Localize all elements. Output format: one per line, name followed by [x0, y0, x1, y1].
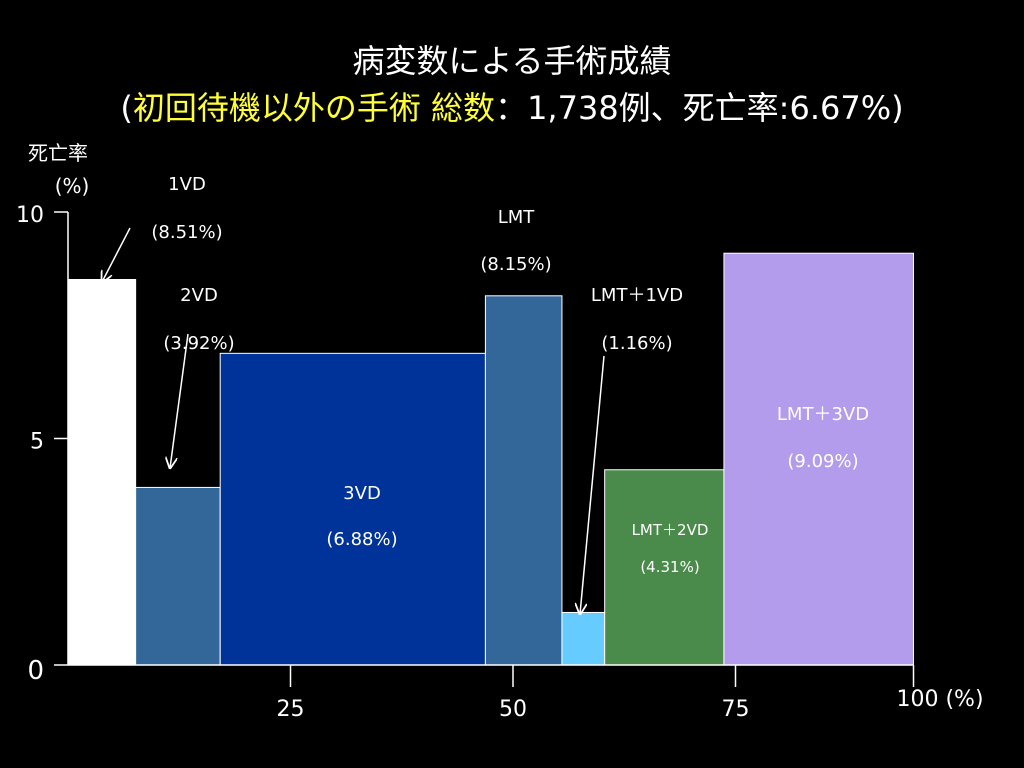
bar-1vd — [67, 278, 137, 666]
bar-label-lmt-value: (8.15%) — [480, 254, 551, 275]
bar-lmt — [484, 295, 563, 666]
y-axis-label: 死亡率 — [28, 141, 88, 165]
bar-lmt-3vd — [723, 252, 914, 666]
bar-label-lmt-1vd: LMT＋1VD — [591, 285, 683, 306]
chart-subtitle: (初回待機以外の手術 総数：1,738例、死亡率:6.67%) — [0, 83, 1024, 129]
bar-label-lmt: LMT — [498, 207, 536, 228]
bar-label-2vd: 2VD — [180, 285, 218, 306]
x-tick-label: 50 — [499, 697, 527, 722]
bar-2vd — [135, 486, 221, 666]
bar-label-2vd-value: (3.92%) — [163, 333, 234, 354]
y-tick-label: 10 — [16, 203, 44, 228]
x-tick-label: 75 — [722, 697, 750, 722]
bar-label-lmt-3vd-value: (9.09%) — [787, 451, 858, 472]
bar-3vd — [219, 352, 486, 666]
chart-title: 病変数による手術成績 — [352, 42, 672, 80]
y-axis-label-unit: (%) — [55, 174, 90, 198]
bar-label-1vd: 1VD — [168, 174, 206, 195]
bar-lmt-1vd — [561, 611, 606, 666]
bar-label-lmt-1vd-value: (1.16%) — [601, 333, 672, 354]
subtitle-rest: ：1,738例、死亡率:6.67%) — [495, 89, 904, 127]
bar-lmt-2vd — [604, 469, 725, 666]
subtitle-highlight: 初回待機以外の手術 総数 — [132, 89, 496, 127]
axes-layer: 0 5 10 25 50 75 100 (%) 死亡率 (%) — [16, 141, 984, 722]
x-axis-label: 100 (%) — [896, 687, 983, 712]
bar-label-2vd-arrow — [170, 333, 189, 468]
y-tick-label: 5 — [30, 430, 44, 455]
x-tick-label: 25 — [277, 697, 305, 722]
bar-label-1vd-arrow — [102, 227, 131, 282]
subtitle-open: ( — [120, 89, 133, 127]
bar-label-lmt-2vd: LMT＋2VD — [632, 521, 709, 539]
bar-label-3vd-value: (6.88%) — [326, 529, 397, 550]
bar-label-lmt-3vd: LMT＋3VD — [777, 404, 869, 425]
bar-label-1vd-value: (8.51%) — [151, 222, 222, 243]
bar-label-lmt-2vd-value: (4.31%) — [640, 558, 699, 576]
bar-label-3vd: 3VD — [343, 483, 381, 504]
labels-layer: 1VD (8.51%) 2VD (3.92%) 3VD (6.88%) LMT (8.15%)… — [102, 174, 869, 614]
y-tick-label: 0 — [27, 656, 44, 686]
bar-label-lmt-1vd-arrow — [580, 355, 605, 614]
bars-layer — [67, 252, 914, 666]
